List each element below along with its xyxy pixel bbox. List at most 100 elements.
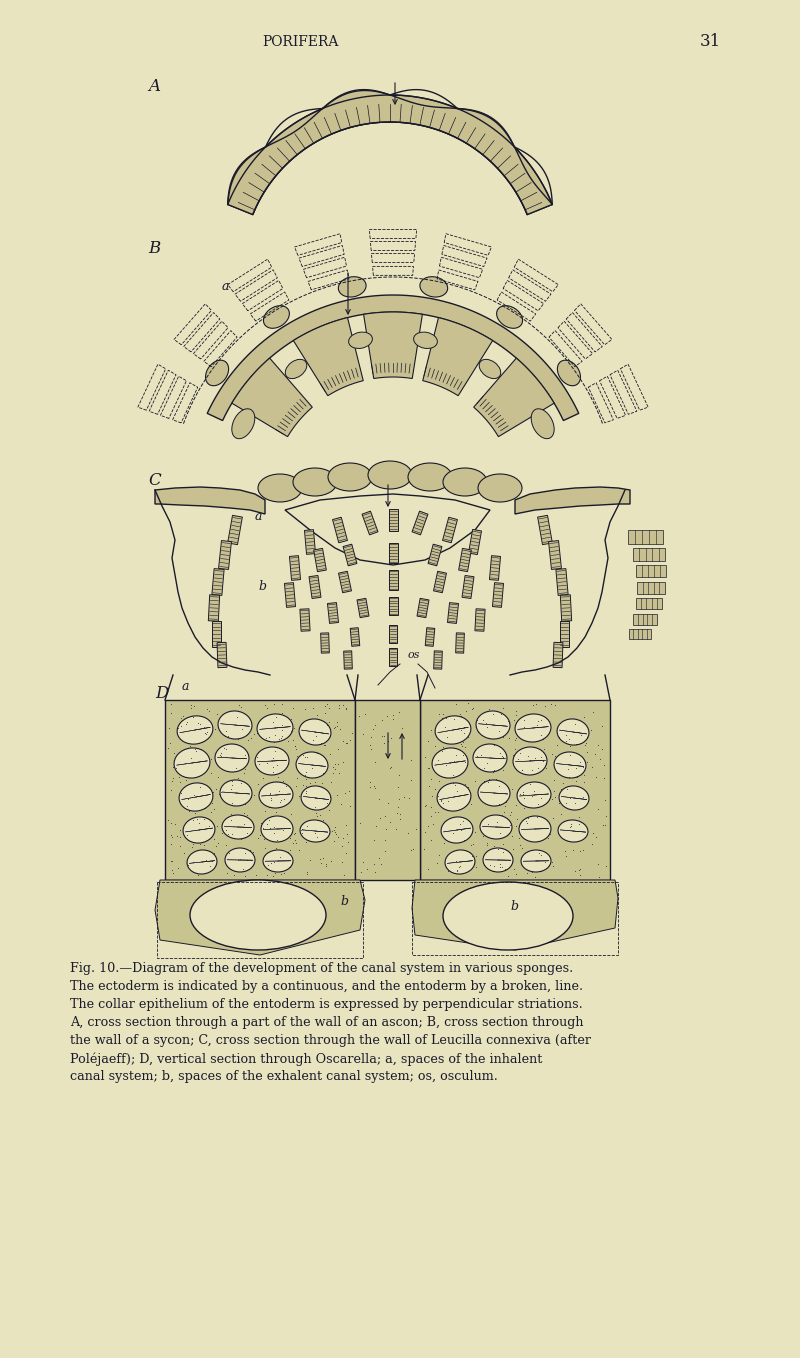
Point	[458, 736, 471, 758]
Point	[225, 770, 238, 792]
Point	[494, 856, 506, 877]
Point	[325, 850, 338, 872]
Point	[198, 716, 211, 737]
Text: b: b	[510, 900, 518, 913]
Point	[440, 708, 453, 729]
Point	[531, 793, 544, 815]
Polygon shape	[417, 599, 429, 618]
Point	[252, 827, 265, 849]
Polygon shape	[285, 583, 295, 607]
Point	[514, 743, 526, 765]
Point	[506, 744, 519, 766]
Point	[264, 782, 277, 804]
Point	[234, 828, 247, 850]
Point	[191, 864, 204, 885]
Point	[574, 751, 586, 773]
Polygon shape	[389, 570, 398, 589]
Point	[535, 845, 548, 866]
Point	[370, 815, 382, 837]
Polygon shape	[389, 509, 398, 531]
Polygon shape	[217, 642, 227, 668]
Point	[231, 849, 244, 870]
Point	[538, 695, 551, 717]
Point	[554, 803, 567, 824]
Point	[195, 731, 208, 752]
Point	[571, 721, 584, 743]
Point	[586, 756, 598, 778]
Point	[440, 754, 453, 775]
Point	[574, 864, 586, 885]
Point	[293, 785, 306, 807]
Ellipse shape	[497, 306, 522, 329]
Point	[270, 801, 282, 823]
Point	[595, 716, 608, 737]
Point	[314, 849, 326, 870]
Ellipse shape	[220, 779, 252, 807]
Text: canal system; b, spaces of the exhalent canal system; os, osculum.: canal system; b, spaces of the exhalent …	[70, 1070, 498, 1082]
Ellipse shape	[349, 333, 372, 349]
Point	[253, 752, 266, 774]
Point	[517, 781, 530, 803]
Point	[297, 774, 310, 796]
Ellipse shape	[177, 716, 213, 744]
Point	[529, 747, 542, 769]
Point	[198, 834, 210, 856]
Point	[332, 754, 345, 775]
Point	[187, 834, 200, 856]
Ellipse shape	[338, 277, 366, 297]
Point	[509, 864, 522, 885]
Point	[309, 754, 322, 775]
Point	[511, 808, 524, 830]
Point	[481, 813, 494, 835]
Ellipse shape	[517, 782, 551, 808]
Point	[466, 834, 479, 856]
Polygon shape	[428, 545, 442, 566]
Point	[497, 727, 510, 748]
Point	[273, 728, 286, 750]
Point	[270, 838, 282, 860]
Point	[493, 720, 506, 741]
Point	[580, 741, 593, 763]
Point	[471, 721, 484, 743]
Point	[310, 803, 322, 824]
Polygon shape	[462, 576, 474, 599]
Text: The ectoderm is indicated by a continuous, and the entoderm by a broken, line.: The ectoderm is indicated by a continuou…	[70, 980, 583, 993]
Point	[270, 706, 283, 728]
Point	[323, 744, 336, 766]
Point	[450, 693, 462, 714]
Polygon shape	[165, 699, 355, 880]
Point	[282, 842, 294, 864]
Point	[539, 756, 552, 778]
Point	[364, 777, 377, 799]
Point	[559, 724, 572, 746]
Point	[422, 731, 434, 752]
Ellipse shape	[183, 818, 215, 843]
Point	[285, 720, 298, 741]
Point	[342, 781, 355, 803]
Polygon shape	[305, 530, 315, 554]
Point	[480, 835, 493, 857]
Point	[265, 853, 278, 875]
Point	[317, 809, 330, 831]
Point	[390, 818, 402, 839]
Point	[226, 823, 238, 845]
Point	[244, 839, 257, 861]
Point	[494, 823, 506, 845]
Point	[245, 728, 258, 750]
Point	[279, 775, 292, 797]
Point	[524, 750, 537, 771]
Point	[339, 698, 352, 720]
Point	[519, 811, 532, 832]
Point	[276, 714, 289, 736]
Point	[207, 842, 220, 864]
Point	[185, 697, 198, 718]
Point	[239, 793, 252, 815]
Point	[573, 839, 586, 861]
Point	[405, 770, 418, 792]
Text: PORIFERA: PORIFERA	[262, 35, 338, 49]
Point	[288, 830, 301, 851]
Point	[450, 744, 462, 766]
Point	[225, 778, 238, 800]
Point	[462, 693, 475, 714]
Ellipse shape	[190, 880, 326, 951]
